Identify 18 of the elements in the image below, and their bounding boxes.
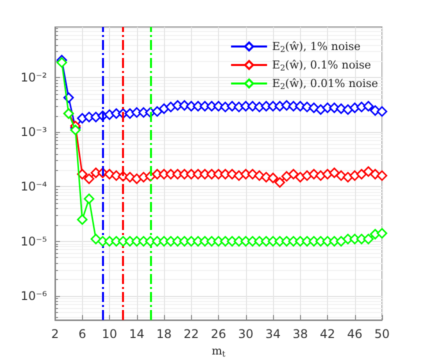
x-tick-label: 42 bbox=[320, 327, 336, 341]
x-tick-label: 2 bbox=[51, 327, 59, 341]
x-tick-label: 26 bbox=[210, 327, 226, 341]
x-tick-label: 18 bbox=[156, 327, 172, 341]
y-tick-label: 10⁻⁴ bbox=[20, 180, 48, 194]
x-tick-label: 10 bbox=[102, 327, 118, 341]
x-tick-label: 38 bbox=[292, 327, 308, 341]
x-tick-label: 46 bbox=[347, 327, 362, 341]
x-tick-label: 22 bbox=[184, 327, 199, 341]
x-tick-label: 50 bbox=[374, 327, 390, 341]
y-tick-label: 10⁻⁵ bbox=[20, 234, 48, 248]
y-tick-label: 10⁻³ bbox=[20, 125, 48, 140]
y-tick-label: 10⁻⁶ bbox=[20, 288, 48, 303]
x-tick-label: 34 bbox=[265, 327, 281, 341]
x-tick-label: 30 bbox=[238, 327, 254, 341]
y-tick-label: 10⁻² bbox=[20, 70, 48, 85]
x-tick-label: 14 bbox=[129, 327, 144, 341]
x-tick-label: 6 bbox=[78, 327, 86, 341]
